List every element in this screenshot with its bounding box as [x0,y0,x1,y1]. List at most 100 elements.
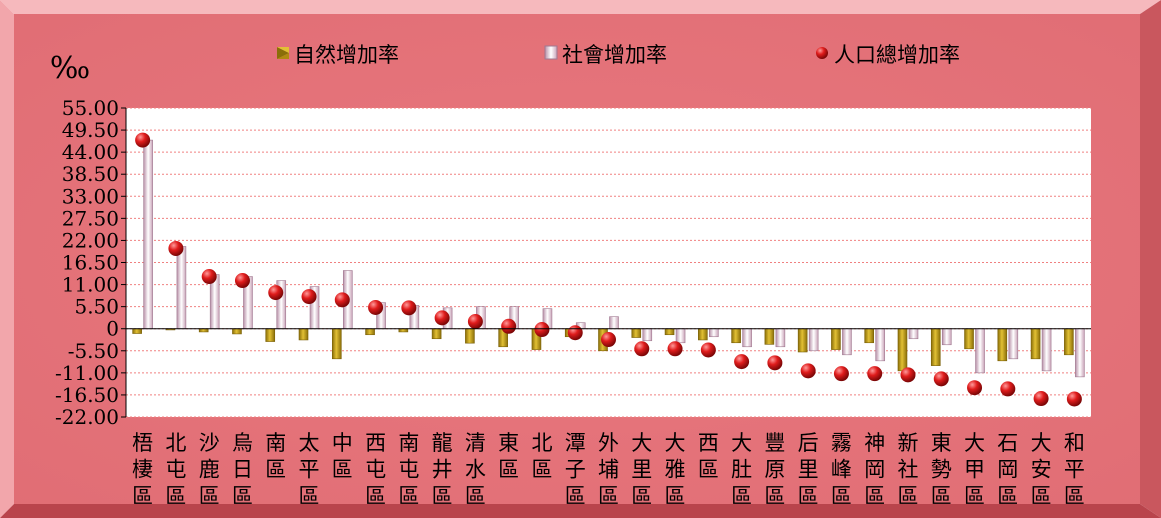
bar-natural [897,328,908,372]
legend-natural-label: 自然增加率 [294,43,399,67]
point-total [368,299,384,315]
point-total [201,269,217,285]
point-total [767,355,783,371]
x-tick-label-char: 區 [265,458,286,482]
x-tick-label-char: 勢 [931,458,952,482]
point-total [933,371,949,387]
bar-natural [1064,328,1074,356]
point-total [667,341,683,357]
x-tick-label-char: 烏 [232,431,253,455]
points [135,132,1082,407]
x-tick-label-char: 區 [332,458,353,482]
x-tick-label-char: 區 [764,484,785,508]
x-tick-label-char: 區 [997,484,1018,508]
x-tick-label-char: 區 [132,484,153,508]
y-axis: 55.0049.5044.0038.5033.0027.5022.0016.50… [55,96,127,429]
bar-natural [1030,328,1041,360]
y-tick-label: 5.50 [74,295,119,319]
x-tick-label-char: 太 [299,431,320,455]
y-tick-label: 38.50 [62,162,119,186]
bar-natural [731,328,741,344]
point-total [1066,391,1082,407]
y-tick-label: -16.50 [55,383,119,407]
bar-social [941,328,952,346]
legend-social-swatch [544,45,558,60]
x-tick-label-char: 中 [332,431,353,455]
x-tick-label-char: 龍 [432,431,453,455]
point-total [700,342,716,358]
x-tick-label-char: 大 [1031,431,1052,455]
x-tick-label-char: 區 [165,484,186,508]
x-tick-label-char: 石 [997,431,1018,455]
x-tick-label-char: 甲 [964,458,985,482]
bar-natural [465,328,475,344]
x-tick-label-char: 棲 [132,458,153,482]
y-tick-label: 16.50 [62,251,119,275]
x-tick-label-char: 和 [1064,431,1085,455]
x-tick-label-char: 區 [798,484,819,508]
x-tick-label-char: 新 [897,431,918,455]
x-tick-label-char: 社 [897,458,918,482]
point-total [234,273,250,289]
bar-natural [930,328,941,366]
x-tick-label-char: 區 [698,458,719,482]
bar-social [775,328,786,348]
bar-social [709,328,719,338]
x-tick-label-char: 岡 [997,458,1018,482]
y-tick-label: 55.00 [62,96,119,120]
y-tick-label: 44.00 [62,140,119,164]
x-tick-label-char: 屯 [165,458,186,482]
x-tick-label-char: 區 [465,484,486,508]
point-total [800,363,816,379]
bar-social [143,139,153,330]
x-tick-label-char: 子 [565,458,586,482]
y-tick-label: 49.50 [62,118,119,142]
bar-social [808,328,819,352]
x-tick-label-char: 日 [232,458,253,482]
y-tick-label: -5.50 [68,339,119,363]
bar-natural [431,328,442,340]
x-tick-label-char: 區 [731,484,752,508]
point-total [833,366,849,382]
legend-total-label: 人口總增加率 [834,43,960,67]
point-total [135,132,151,148]
x-tick-label-char: 水 [465,458,486,482]
x-tick-label-char: 區 [565,484,586,508]
y-tick-label: -11.00 [55,361,119,385]
point-total [967,380,983,396]
x-tick-label-char: 東 [498,431,519,455]
bar-natural [664,328,675,336]
bar-natural [298,328,309,341]
point-total [900,367,916,383]
bar-social [842,328,852,356]
point-total [867,366,883,382]
y-tick-label: 11.00 [62,273,119,297]
x-tick-label-char: 屯 [365,458,386,482]
legend-total-marker [816,47,828,59]
bar-social [609,316,619,330]
x-tick-label-char: 南 [398,431,419,455]
bar-social [742,328,752,348]
point-total [1000,381,1016,397]
x-tick-label-char: 雅 [665,458,686,482]
bar-natural [365,328,375,336]
point-total [434,310,450,326]
point-total [467,313,483,329]
point-total [601,332,616,348]
point-total [534,322,550,338]
point-total [334,292,350,308]
x-tick-label-char: 東 [931,431,952,455]
bar-natural [964,328,974,350]
bar-social [975,328,985,374]
bar-social [675,328,686,344]
x-tick-label-char: 外 [598,431,619,455]
point-total [301,289,317,305]
bar-social [875,328,886,362]
bar-natural [997,328,1008,362]
x-tick-label-char: 大 [964,431,985,455]
x-tick-label-char: 區 [964,484,985,508]
x-tick-label-char: 井 [432,458,453,482]
point-total [501,318,517,334]
x-tick-label-char: 安 [1031,458,1052,482]
bar-natural [831,328,841,350]
